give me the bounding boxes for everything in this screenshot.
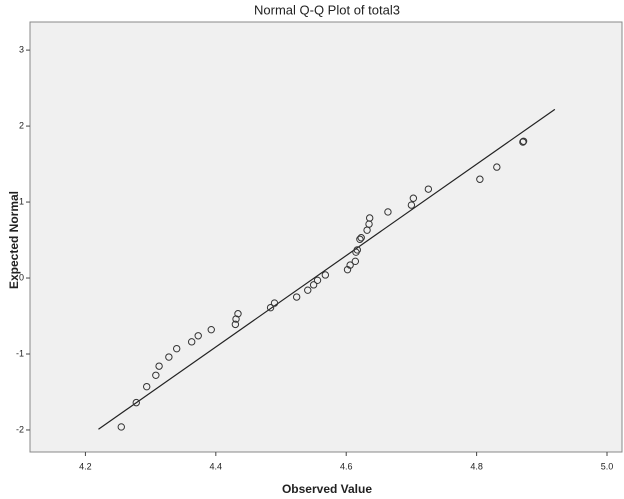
y-tick-label: -2 [16, 424, 24, 434]
point [304, 286, 312, 294]
point [194, 332, 202, 340]
point [357, 234, 365, 242]
x-tick-label: 4.6 [340, 461, 353, 471]
point [365, 214, 374, 222]
point [187, 338, 196, 346]
point [292, 293, 301, 301]
y-tick-label: 1 [19, 196, 24, 206]
point [309, 281, 318, 289]
point [346, 261, 354, 269]
reference-line [98, 108, 556, 430]
point [519, 137, 528, 145]
x-tick-label: 4.4 [210, 461, 223, 471]
point [424, 185, 433, 193]
x-tick-label: 5.0 [601, 461, 614, 471]
point [266, 303, 275, 312]
point [172, 344, 181, 353]
point [353, 246, 361, 254]
plot-area [29, 21, 623, 453]
point [234, 310, 242, 318]
point [117, 423, 125, 431]
point [207, 325, 215, 334]
point [152, 371, 160, 379]
y-tick-label: 2 [19, 120, 24, 130]
point [155, 362, 163, 370]
chart-title: Normal Q-Q Plot of total3 [254, 2, 400, 17]
x-tick-label: 4.8 [470, 461, 483, 471]
point [409, 194, 418, 202]
point [407, 201, 416, 209]
point [519, 138, 527, 146]
x-axis-label: Observed Value [282, 482, 372, 496]
y-tick-label: 0 [19, 272, 24, 282]
point [231, 320, 240, 329]
point [476, 175, 484, 183]
point [384, 208, 392, 216]
y-axis-label: Expected Normal [7, 191, 21, 289]
y-tick-label: -1 [16, 348, 24, 358]
point [313, 276, 322, 285]
point [143, 382, 151, 391]
point [321, 271, 330, 279]
point [356, 235, 364, 243]
point [132, 398, 140, 407]
y-tick-label: 3 [19, 44, 24, 54]
point [270, 299, 279, 307]
x-tick-label: 4.2 [79, 461, 92, 471]
point [351, 257, 360, 266]
point [165, 353, 173, 361]
point [493, 163, 501, 171]
